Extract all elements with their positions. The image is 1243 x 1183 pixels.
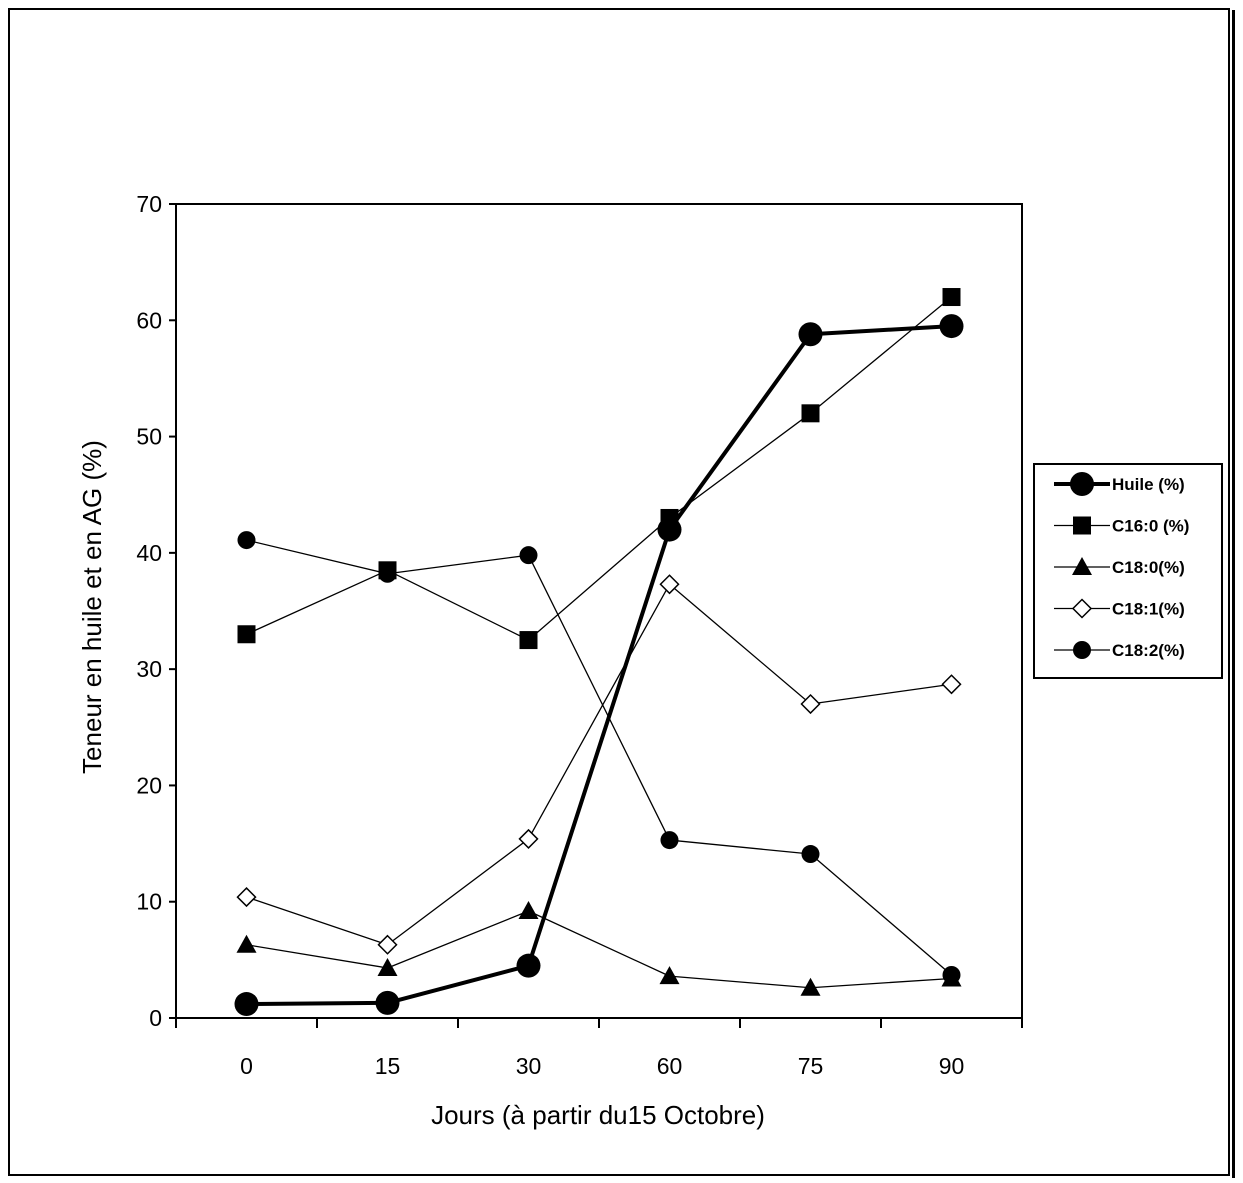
y-axis: 0 10 20 30 40 50 60 70 (136, 191, 176, 1031)
data-point (518, 828, 539, 849)
data-point (234, 992, 259, 1017)
series-layer (234, 288, 964, 1017)
y-tick-label: 0 (149, 1005, 162, 1031)
data-point (237, 531, 256, 550)
legend-marker (1073, 516, 1091, 535)
legend-label: Huile (%) (1112, 475, 1185, 494)
data-point (237, 625, 256, 644)
legend-item: Huile (%) (1054, 472, 1185, 496)
plot-area (175, 203, 1023, 1019)
data-point (660, 831, 679, 850)
x-tick-label: 75 (798, 1053, 824, 1079)
data-point (378, 564, 397, 583)
data-point (939, 314, 964, 339)
x-tick-label: 90 (939, 1053, 965, 1079)
legend-label: C18:0(%) (1112, 558, 1185, 577)
data-point (659, 574, 680, 595)
legend-label: C18:2(%) (1112, 641, 1185, 660)
data-point (519, 546, 538, 565)
series-1 (237, 288, 961, 650)
legend-label: C16:0 (%) (1112, 517, 1189, 536)
y-tick-label: 20 (136, 772, 162, 798)
frame-shadow (1232, 10, 1235, 1178)
series-2 (236, 901, 962, 996)
data-point (519, 631, 538, 650)
legend: Huile (%) C16:0 (%) C18:0(%) C18:1(%) C18:2(… (1033, 463, 1223, 679)
legend-marker (1073, 641, 1091, 659)
data-point (377, 957, 398, 976)
data-point (800, 977, 821, 996)
x-tick-label: 0 (240, 1053, 253, 1079)
data-point (518, 901, 539, 920)
y-tick-label: 50 (136, 424, 162, 450)
series-line (246, 539, 952, 976)
data-point (516, 953, 541, 978)
data-point (375, 990, 400, 1015)
series-3 (236, 574, 962, 955)
x-tick-label: 15 (375, 1053, 401, 1079)
data-point (801, 404, 820, 423)
legend-marker (1072, 557, 1092, 575)
data-point (236, 887, 257, 908)
series-line (246, 296, 952, 641)
y-tick-label: 30 (136, 656, 162, 682)
y-tick-label: 10 (136, 889, 162, 915)
x-tick-label: 60 (657, 1053, 683, 1079)
series-line (246, 910, 952, 989)
legend-box (1033, 463, 1223, 679)
legend-item: C18:0(%) (1054, 557, 1185, 577)
plot-border (175, 203, 1023, 1019)
legend-item: C18:1(%) (1054, 598, 1185, 619)
series-line (246, 583, 952, 946)
series-4 (237, 531, 961, 984)
data-point (657, 517, 682, 542)
data-point (236, 934, 257, 953)
legend-item: C16:0 (%) (1054, 516, 1189, 536)
data-point (942, 288, 961, 307)
legend-item: C18:2(%) (1054, 641, 1185, 660)
data-point (942, 965, 961, 984)
data-point (377, 934, 398, 955)
legend-label: C18:1(%) (1112, 600, 1185, 619)
legend-marker (1071, 598, 1093, 619)
legend-marker (1070, 472, 1094, 496)
y-tick-label: 40 (136, 540, 162, 566)
data-point (800, 693, 821, 715)
series-0 (234, 314, 964, 1017)
y-axis-title: Teneur en huile et en AG (%) (77, 440, 107, 774)
data-point (941, 674, 962, 695)
y-tick-label: 60 (136, 307, 162, 333)
x-tick-label: 30 (516, 1053, 542, 1079)
data-point (798, 322, 823, 347)
x-axis: 0 15 30 60 75 90 (175, 1018, 1023, 1079)
chart-frame (8, 8, 1230, 1176)
data-point (801, 845, 820, 864)
data-point (659, 966, 680, 985)
series-line (246, 324, 952, 1007)
y-tick-label: 70 (136, 191, 162, 217)
x-axis-title: Jours (à partir du15 Octobre) (431, 1100, 765, 1130)
